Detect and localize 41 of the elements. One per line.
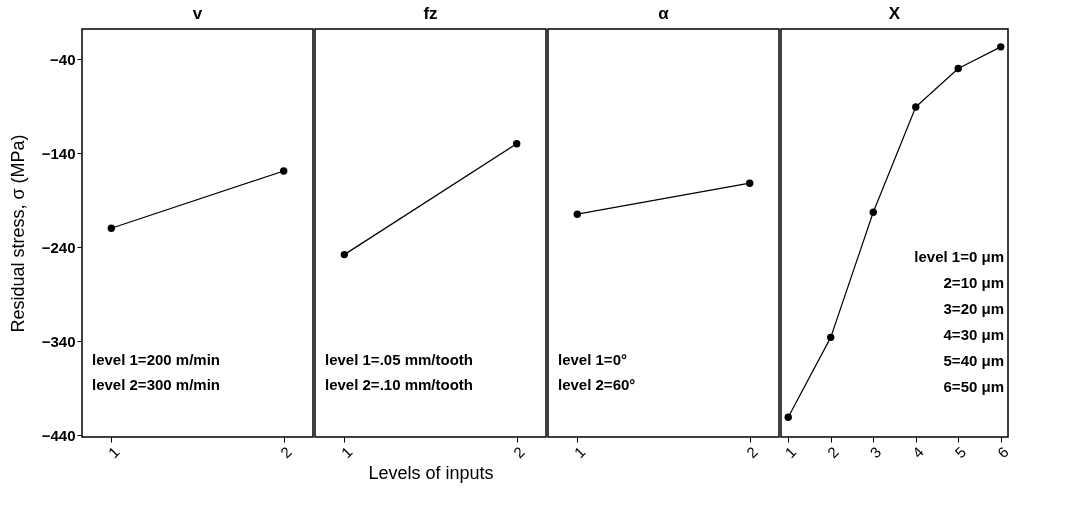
y-tick-label: −40 bbox=[50, 50, 76, 68]
x-tick-label: 1 bbox=[570, 443, 589, 462]
x-tick-label: 6 bbox=[993, 443, 1012, 462]
point bbox=[954, 64, 962, 73]
chart-title: X bbox=[888, 4, 901, 23]
y-tick-label: −240 bbox=[41, 238, 76, 256]
x-tick-label: 1 bbox=[781, 443, 800, 462]
y-axis-title: Residual stress, σ (MPa) bbox=[7, 134, 28, 333]
chart-title: α bbox=[658, 4, 670, 23]
annotation: level 1=200 m/min bbox=[92, 351, 220, 368]
annotation: level 2=60° bbox=[558, 376, 636, 393]
point bbox=[784, 413, 792, 421]
annotation: level 2=300 m/min bbox=[92, 376, 220, 393]
point bbox=[827, 333, 835, 342]
point bbox=[997, 43, 1005, 51]
annotation: 3=20 μm bbox=[943, 300, 1004, 317]
x-tick-label: 1 bbox=[337, 443, 356, 462]
x-tick-label: 2 bbox=[276, 443, 295, 462]
chart-title: fz bbox=[423, 4, 438, 23]
point bbox=[912, 103, 920, 111]
x-tick-label: 4 bbox=[908, 443, 927, 462]
annotation: 2=10 μm bbox=[943, 274, 1004, 291]
y-tick-label: −440 bbox=[41, 426, 76, 444]
point bbox=[869, 208, 877, 217]
x-tick-label: 2 bbox=[742, 443, 761, 462]
annotation: 5=40 μm bbox=[943, 352, 1004, 369]
x-tick-label: 2 bbox=[509, 443, 528, 462]
x-tick-label: 2 bbox=[823, 443, 842, 462]
x-tick-label: 1 bbox=[104, 443, 123, 462]
annotation: level 1=.05 mm/tooth bbox=[325, 351, 473, 368]
y-tick-label: −340 bbox=[41, 332, 76, 350]
x-axis-title: Levels of inputs bbox=[368, 463, 494, 484]
chart-title: v bbox=[192, 4, 203, 23]
annotation: level 1=0° bbox=[558, 351, 627, 368]
annotation: level 2=.10 mm/tooth bbox=[325, 376, 473, 393]
x-tick-label: 3 bbox=[866, 443, 885, 462]
x-tick-label: 5 bbox=[951, 443, 970, 462]
annotation: 6=50 μm bbox=[943, 378, 1004, 395]
annotation: level 1=0 μm bbox=[914, 248, 1004, 265]
annotation: 4=30 μm bbox=[943, 326, 1004, 343]
y-tick-label: −140 bbox=[41, 144, 76, 162]
